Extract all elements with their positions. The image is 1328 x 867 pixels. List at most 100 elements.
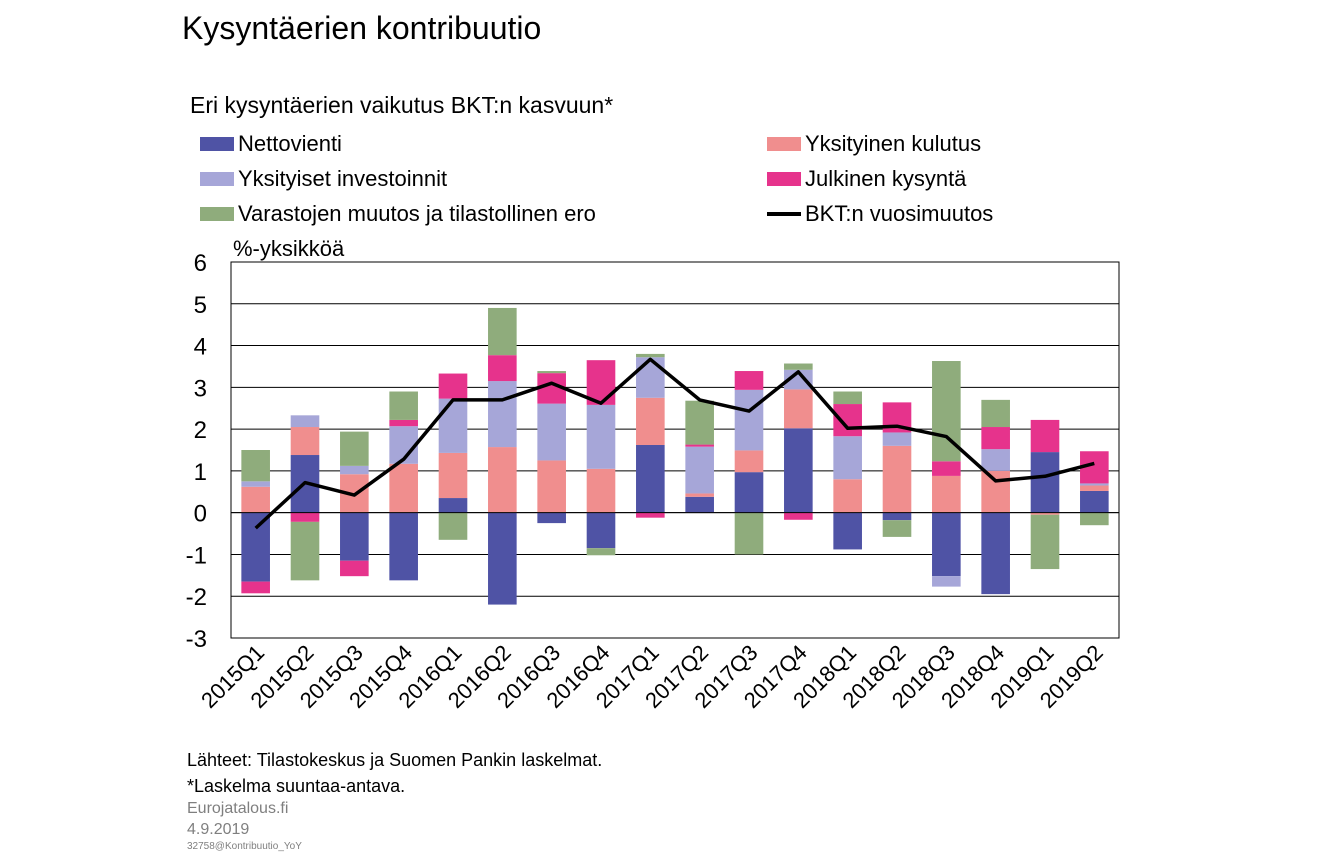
bar-segment-varastojen-muutos-ja-tilastollinen-ero-2016Q2	[488, 307, 517, 356]
bar-segment-julkinen-kysynt--2019Q1	[1030, 419, 1060, 453]
legend-label: Yksityinen kulutus	[805, 131, 982, 156]
bar-segment-yksityinen-kulutus-2017Q4	[784, 389, 813, 429]
bar-segment-yksityinen-kulutus-2015Q2	[290, 427, 320, 456]
y-tick-label: 0	[194, 501, 207, 528]
bar-segment-yksityinen-kulutus-2016Q2	[488, 447, 517, 513]
legend-item-yksityinen-kulutus: Yksityinen kulutus	[767, 131, 981, 157]
legend-item-nettovienti: Nettovienti	[200, 131, 342, 157]
bar-segment-yksityiset-investoinnit-2016Q4	[586, 404, 616, 469]
y-tick-label: -2	[186, 584, 207, 611]
brand-label: Eurojatalous.fi	[187, 800, 289, 817]
bar-segment-varastojen-muutos-ja-tilastollinen-ero-2017Q3	[734, 512, 764, 555]
bar-segment-nettovienti-2018Q4	[981, 512, 1010, 595]
bar-segment-julkinen-kysynt--2017Q2	[685, 444, 714, 447]
bar-segment-julkinen-kysynt--2015Q3	[340, 560, 369, 577]
bar-segment-varastojen-muutos-ja-tilastollinen-ero-2019Q1	[1030, 514, 1060, 570]
bar-segment-varastojen-muutos-ja-tilastollinen-ero-2016Q4	[586, 548, 616, 556]
y-tick-label: 5	[194, 292, 207, 319]
bar-segment-nettovienti-2015Q3	[340, 512, 369, 561]
bar-segment-nettovienti-2016Q1	[438, 498, 468, 513]
bar-segment-yksityiset-investoinnit-2015Q3	[340, 465, 369, 475]
bar-segment-yksityinen-kulutus-2016Q3	[537, 460, 566, 513]
y-tick-label: 1	[194, 459, 207, 486]
legend-swatch	[200, 137, 234, 151]
legend-label: Julkinen kysyntä	[805, 166, 967, 191]
bar-segment-varastojen-muutos-ja-tilastollinen-ero-2016Q3	[537, 371, 566, 374]
bar-segment-julkinen-kysynt--2015Q2	[290, 512, 320, 522]
bar-segment-varastojen-muutos-ja-tilastollinen-ero-2018Q2	[882, 520, 912, 537]
legend-item-varastojen-muutos: Varastojen muutos ja tilastollinen ero	[200, 201, 596, 227]
bar-segment-varastojen-muutos-ja-tilastollinen-ero-2015Q4	[389, 391, 418, 420]
bar-segment-yksityinen-kulutus-2018Q2	[882, 445, 912, 513]
legend-label: Yksityiset investoinnit	[238, 166, 448, 191]
bar-segment-yksityiset-investoinnit-2016Q2	[488, 381, 517, 448]
bar-segment-julkinen-kysynt--2017Q4	[784, 512, 813, 520]
legend-item-bkt-vuosimuutos: BKT:n vuosimuutos	[767, 201, 993, 227]
bar-segment-nettovienti-2019Q2	[1080, 490, 1109, 513]
date-label: 4.9.2019	[187, 821, 250, 838]
y-tick-label: -3	[186, 626, 207, 653]
footnote: *Laskelma suuntaa-antava.	[187, 776, 406, 796]
bar-segment-yksityiset-investoinnit-2015Q1	[241, 481, 270, 487]
y-tick-label: 6	[194, 250, 207, 277]
bar-segment-yksityinen-kulutus-2019Q2	[1080, 485, 1109, 491]
bar-segment-yksityinen-kulutus-2016Q4	[586, 468, 616, 513]
bar-segment-yksityiset-investoinnit-2016Q3	[537, 403, 566, 461]
legend-label: BKT:n vuosimuutos	[805, 201, 994, 226]
chart-title: Eri kysyntäerien vaikutus BKT:n kasvuun*	[190, 92, 614, 118]
bar-segment-varastojen-muutos-ja-tilastollinen-ero-2017Q2	[685, 400, 714, 445]
bar-segment-varastojen-muutos-ja-tilastollinen-ero-2017Q4	[784, 363, 813, 370]
bar-segment-yksityinen-kulutus-2017Q1	[636, 397, 665, 445]
y-tick-label: 3	[194, 375, 207, 402]
bar-segment-nettovienti-2018Q2	[882, 512, 912, 521]
bar-segment-yksityinen-kulutus-2016Q1	[438, 452, 468, 499]
bar-segment-julkinen-kysynt--2016Q2	[488, 355, 517, 382]
bar-segment-yksityiset-investoinnit-2018Q2	[882, 432, 912, 446]
bar-segment-yksityinen-kulutus-2017Q3	[734, 450, 764, 473]
bar-segment-julkinen-kysynt--2018Q3	[932, 461, 961, 476]
y-tick-label: -1	[186, 542, 207, 569]
bar-segment-julkinen-kysynt--2015Q1	[241, 581, 270, 594]
bar-segment-varastojen-muutos-ja-tilastollinen-ero-2015Q2	[290, 521, 320, 581]
bar-segment-yksityiset-investoinnit-2019Q2	[1080, 483, 1109, 486]
bar-segment-varastojen-muutos-ja-tilastollinen-ero-2016Q1	[438, 512, 468, 540]
y-axis-unit-label: %-yksikköä	[233, 236, 345, 261]
bar-segment-varastojen-muutos-ja-tilastollinen-ero-2018Q1	[833, 391, 862, 405]
bar-segment-julkinen-kysynt--2017Q1	[636, 512, 665, 518]
sources-note: Lähteet: Tilastokeskus ja Suomen Pankin …	[187, 750, 603, 770]
bar-segment-yksityiset-investoinnit-2017Q2	[685, 446, 714, 494]
bar-segment-yksityiset-investoinnit-2018Q4	[981, 449, 1010, 471]
bar-segment-varastojen-muutos-ja-tilastollinen-ero-2017Q1	[636, 353, 665, 358]
bar-segment-nettovienti-2017Q4	[784, 428, 813, 513]
bar-segment-nettovienti-2016Q4	[586, 512, 616, 549]
bar-segment-nettovienti-2017Q3	[734, 472, 764, 513]
bar-segment-julkinen-kysynt--2018Q1	[833, 404, 862, 437]
bar-segment-yksityinen-kulutus-2017Q2	[685, 493, 714, 497]
plot-frame	[230, 261, 1120, 639]
bar-segment-yksityinen-kulutus-2018Q1	[833, 479, 862, 513]
bar-segment-nettovienti-2019Q1	[1030, 452, 1060, 513]
bar-segment-julkinen-kysynt--2018Q4	[981, 427, 1010, 450]
bar-segment-nettovienti-2015Q1	[241, 512, 270, 582]
bar-segment-yksityiset-investoinnit-2016Q1	[438, 398, 468, 453]
bar-segment-julkinen-kysynt--2015Q4	[389, 419, 418, 427]
bar-segment-julkinen-kysynt--2016Q4	[586, 360, 616, 405]
bar-segment-yksityiset-investoinnit-2018Q1	[833, 436, 862, 480]
bar-segment-yksityinen-kulutus-2018Q4	[981, 470, 1010, 513]
line-bkt-vuosimuutos	[254, 357, 1095, 530]
bar-segment-nettovienti-2015Q4	[389, 512, 418, 581]
bar-segment-julkinen-kysynt--2017Q3	[734, 371, 764, 390]
bar-segment-julkinen-kysynt--2016Q1	[438, 373, 468, 399]
bar-segment-yksityiset-investoinnit-2015Q2	[290, 415, 320, 428]
bar-segment-yksityinen-kulutus-2015Q1	[241, 486, 270, 513]
bar-segment-varastojen-muutos-ja-tilastollinen-ero-2019Q2	[1080, 512, 1109, 526]
legend-label: Nettovienti	[238, 131, 342, 156]
bar-segment-varastojen-muutos-ja-tilastollinen-ero-2015Q3	[340, 431, 369, 466]
bar-segment-yksityiset-investoinnit-2018Q3	[932, 576, 961, 587]
legend-label: Varastojen muutos ja tilastollinen ero	[238, 201, 596, 226]
bar-segment-nettovienti-2018Q1	[833, 512, 862, 550]
bar-segment-nettovienti-2017Q2	[685, 496, 714, 513]
bar-segment-yksityinen-kulutus-2015Q4	[389, 463, 418, 513]
bar-segment-nettovienti-2016Q2	[488, 512, 517, 605]
legend-swatch	[767, 172, 801, 186]
